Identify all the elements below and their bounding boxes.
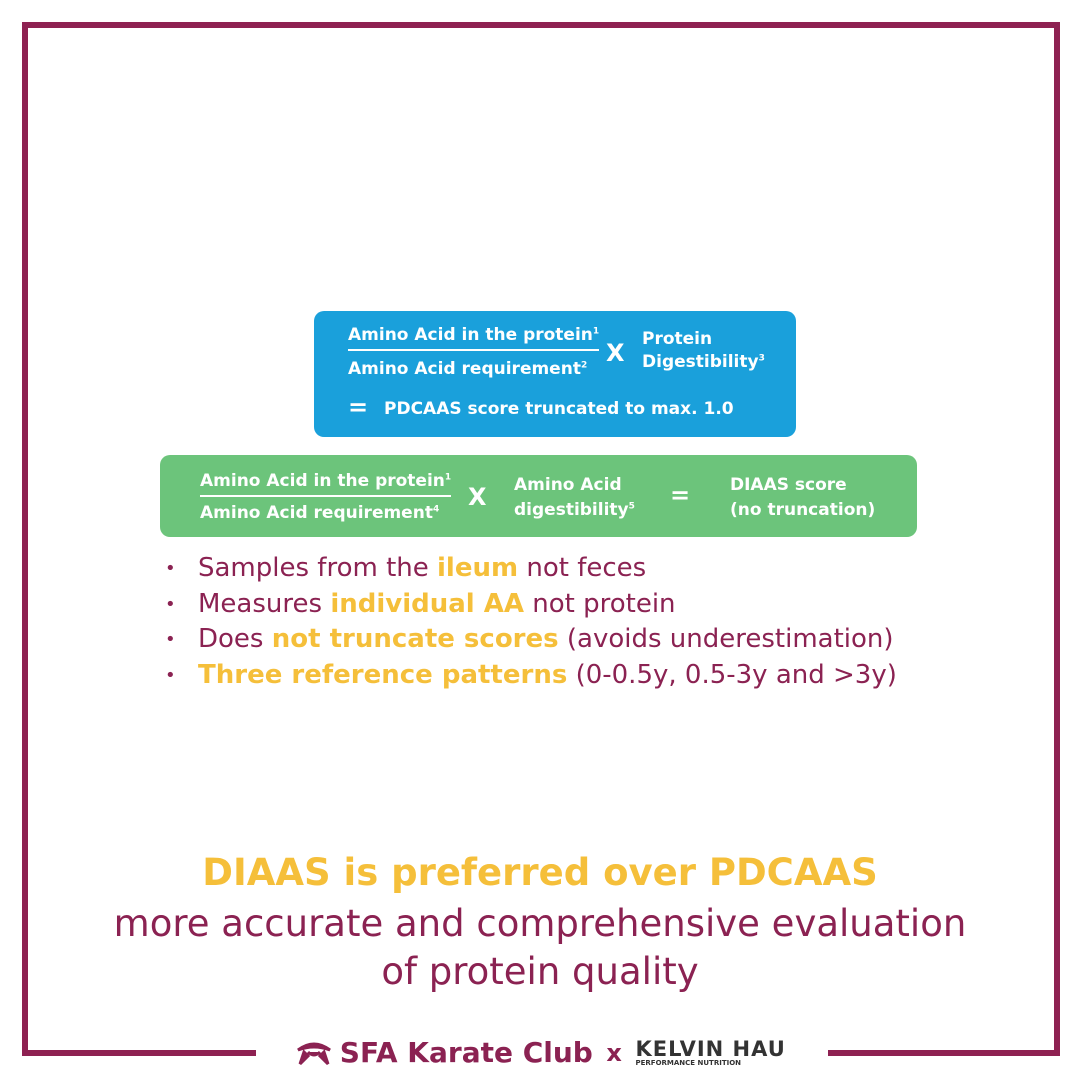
denominator: Amino Acid requirement2 xyxy=(348,359,587,379)
highlight-text: Three reference patterns xyxy=(198,659,568,690)
text: Amino Acid requirement xyxy=(200,503,433,523)
note: 1 xyxy=(592,326,600,337)
equals: = xyxy=(348,393,369,421)
bullet-text: not protein xyxy=(524,588,676,619)
bullet: Samples from the ileum not feces xyxy=(165,553,897,589)
bullet-text: Measures xyxy=(198,588,331,619)
conclusion-line: more accurate and comprehensive evaluati… xyxy=(113,902,967,945)
pdcaas-box: Amino Acid in the protein1 Amino Acid re… xyxy=(314,311,796,437)
result: (no truncation) xyxy=(730,500,876,520)
factor: digestibility5 xyxy=(514,500,635,520)
headline: DIAAS is preferred over PDCAAS xyxy=(202,851,878,894)
operator: X xyxy=(606,339,625,367)
equals: = xyxy=(670,481,691,509)
highlight-text: ileum xyxy=(437,553,519,583)
bullet-text: (0-0.5y, 0.5-3y and >3y) xyxy=(567,659,897,690)
note: 3 xyxy=(758,353,765,364)
club-name: SFA Karate Club xyxy=(339,1036,593,1069)
note: 2 xyxy=(580,360,588,371)
frame-bottom-right xyxy=(828,1050,1060,1056)
bullet: Measures individual AA not protein xyxy=(165,589,897,625)
partner-tagline: PERFORMANCE NUTRITION xyxy=(635,1058,742,1067)
text: Amino Acid in the protein xyxy=(200,471,445,491)
numerator: Amino Acid in the protein1 xyxy=(200,471,452,497)
bullet: Does not truncate scores (avoids underes… xyxy=(165,624,897,660)
factor: Amino Acid xyxy=(514,475,622,495)
diaas-box: Amino Acid in the protein1 Amino Acid re… xyxy=(160,455,917,537)
bullet-text: Does xyxy=(198,624,272,654)
factor: Digestibility3 xyxy=(642,352,765,372)
frame xyxy=(22,22,1060,1056)
bullet: Three reference patterns (0-0.5y, 0.5-3y… xyxy=(165,660,897,696)
highlight-text: individual AA xyxy=(330,588,524,619)
result: PDCAAS score truncated to max. 1.0 xyxy=(384,399,734,419)
result: DIAAS score xyxy=(730,475,847,495)
text: Amino Acid in the protein xyxy=(348,325,593,345)
bullet-text: Samples from the xyxy=(198,553,438,583)
text: Amino Acid requirement xyxy=(348,359,581,379)
bullet-text: not feces xyxy=(518,553,647,583)
note: 5 xyxy=(628,501,635,512)
bullet-text: (avoids underestimation) xyxy=(558,624,894,654)
text: Digestibility xyxy=(642,352,759,372)
joiner: x xyxy=(606,1038,622,1067)
highlight-text: not truncate scores xyxy=(271,624,559,654)
numerator: Amino Acid in the protein1 xyxy=(348,325,600,351)
frame-bottom-left xyxy=(22,1050,256,1056)
club-logo xyxy=(297,1042,332,1065)
partner-logo: KELVIN HAU PERFORMANCE NUTRITION xyxy=(635,1036,786,1067)
bullet-list: Samples from the ileum not fecesMeasures… xyxy=(165,553,897,695)
conclusion-line: of protein quality xyxy=(381,950,699,993)
denominator: Amino Acid requirement4 xyxy=(200,503,439,523)
note: 4 xyxy=(432,504,440,515)
footer: SFA Karate Club x KELVIN HAU PERFORMANCE… xyxy=(270,1036,810,1069)
note: 1 xyxy=(444,472,452,483)
operator: X xyxy=(468,483,487,511)
factor: Protein xyxy=(642,329,713,349)
partner-name: KELVIN HAU xyxy=(635,1036,786,1061)
text: digestibility xyxy=(514,500,629,520)
